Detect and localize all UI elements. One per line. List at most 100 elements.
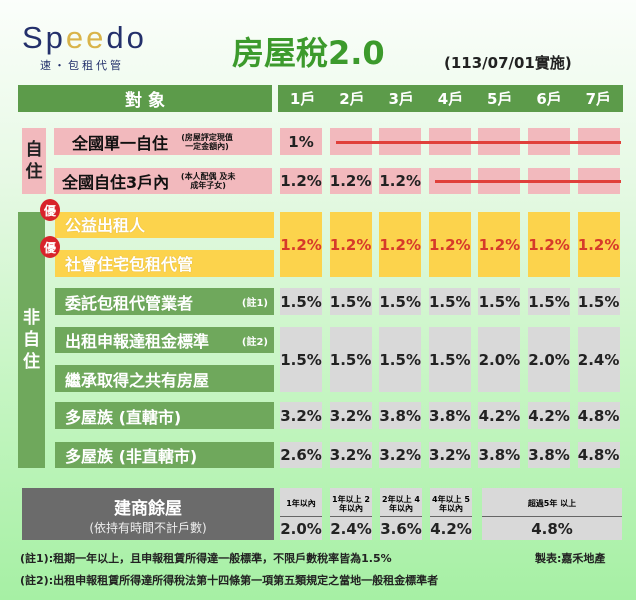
builder-title: 建商餘屋 (114, 499, 182, 519)
period-rate: 3.6% (380, 520, 422, 538)
rate-cell: 1.2% (280, 168, 322, 194)
row-note: (房屋評定現值 一定金額內) (181, 132, 233, 151)
rate-cell: 1.5% (280, 327, 322, 392)
builder-period-cell: 4年以上 5年以內 4.2% (430, 488, 472, 540)
builder-label: 建商餘屋 (依持有時間不計戶數) (22, 488, 274, 540)
period-header: 4年以上 5年以內 (430, 491, 472, 517)
builder-period-cell: 1年以內 2.0% (280, 488, 322, 540)
rate-cell: 3.2% (379, 442, 422, 468)
rate-cell: 1.2% (528, 212, 570, 277)
row-label: 多屋族 (非直轄市) (55, 442, 274, 468)
period-rate: 2.4% (330, 520, 372, 538)
logo: Speedo (22, 20, 147, 56)
row-label-text: 全國單一自住 (72, 133, 169, 153)
rate-cell: 3.8% (428, 402, 471, 429)
rate-cell: 3.8% (478, 442, 521, 468)
rate-cell: 4.8% (577, 402, 620, 429)
rate-cell: 1% (280, 128, 322, 155)
rate-cell: 1.5% (428, 288, 471, 315)
rate-cell: 1.5% (577, 288, 620, 315)
rate-cell: 1.2% (280, 212, 322, 277)
logo-text: e (86, 20, 107, 55)
not-applicable-line (434, 180, 621, 183)
preferred-badge: 優 (40, 199, 60, 221)
row-label-text: 全國自住3戶內 (62, 173, 170, 192)
period-header: 2年以上 4年以內 (380, 491, 422, 517)
logo-tagline: 速・包租代管 (40, 59, 124, 72)
note-2: (註2):出租申報租賃所得達所得稅法第十四條第一項第五類規定之當地一般租金標準者 (20, 574, 439, 587)
row-label-text: 出租申報達租金標準 (65, 332, 210, 351)
note-1: (註1):租期一年以上，且申報租賃所得達一般標準，不限戶數稅率皆為1.5% (20, 552, 392, 565)
row-label: 全國自住3戶內 (本人配偶 及未成年子女) (54, 168, 272, 194)
row-label-inherited: 繼承取得之共有房屋 (55, 365, 274, 392)
rate-cell: 1.2% (577, 212, 620, 277)
rate-cell: 4.2% (528, 402, 570, 429)
row-label-text: 委託包租代管業者 (65, 293, 194, 313)
rate-cell: 1.2% (379, 168, 422, 194)
unit-header: 6戶 (536, 90, 562, 108)
unit-header: 1戶 (289, 90, 316, 108)
credit: 製表:嘉禾地產 (535, 552, 606, 565)
unit-header: 4戶 (437, 90, 464, 108)
rate-cell: 4.2% (478, 402, 521, 429)
rate-cell: 1.5% (329, 327, 372, 392)
group-non-self-use-label: 非自住 (23, 308, 40, 372)
unit-header: 2戶 (339, 90, 365, 108)
rate-cell: 1.5% (428, 327, 471, 392)
period-rate: 4.8% (531, 520, 573, 538)
row-label-text: 多屋族 (直轄市) (65, 407, 182, 427)
row-note: (本人配偶 及未成年子女) (180, 172, 236, 190)
group-non-self-use: 非自住 (18, 212, 45, 468)
rate-cell: 1.2% (379, 212, 422, 277)
rate-cell: 1.2% (428, 212, 471, 277)
rate-cell: 3.8% (528, 442, 570, 468)
rate-cell: 2.0% (478, 327, 521, 392)
rate-cell: 1.5% (379, 327, 422, 392)
builder-period-cell: 2年以上 4年以內 3.6% (380, 488, 422, 540)
label-public-landlord: 公益出租人 (55, 212, 274, 238)
unit-header: 7戶 (585, 90, 612, 108)
effective-date: (113/07/01實施) (444, 54, 572, 72)
row-label: 多屋族 (直轄市) (55, 402, 274, 429)
rate-cell: 1.5% (280, 288, 322, 315)
row-label: 全國單一自住 (房屋評定現值 一定金額內) (54, 128, 272, 155)
header-subject: 對 象 (18, 85, 272, 112)
builder-period-cell: 超過5年 以上 4.8% (482, 488, 622, 540)
rate-cell: 3.8% (379, 402, 422, 429)
rate-cell: 2.6% (280, 442, 322, 468)
rate-cell: 4.8% (577, 442, 620, 468)
row-note: (註2) (241, 336, 268, 348)
rate-cell: 3.2% (280, 402, 322, 429)
period-header: 超過5年 以上 (482, 491, 622, 517)
rate-cell: 3.2% (329, 442, 372, 468)
rate-cell: 3.2% (428, 442, 471, 468)
page-title: 房屋稅2.0 (232, 34, 385, 72)
unit-header: 5戶 (487, 90, 513, 108)
rate-cell: 1.2% (329, 212, 372, 277)
rate-cell: 3.2% (329, 402, 372, 429)
rate-cell: 1.5% (478, 288, 521, 315)
rate-cell: 1.2% (478, 212, 521, 277)
row-label: 出租申報達租金標準 (註2) (55, 327, 274, 353)
builder-subtitle: (依持有時間不計戶數) (89, 521, 207, 535)
group-self-use: 自住 (22, 128, 46, 194)
logo-text: Sp (22, 20, 66, 55)
rate-cell: 1.2% (329, 168, 372, 194)
row-note: (註1) (241, 298, 268, 309)
rate-cell: 2.0% (528, 327, 570, 392)
builder-period-cell: 1年以上 2年以內 2.4% (330, 488, 372, 540)
row-label: 委託包租代管業者 (註1) (55, 288, 274, 315)
logo-text: do (106, 20, 147, 55)
rate-cell: 2.4% (577, 327, 620, 392)
label-social-housing: 社會住宅包租代管 (55, 250, 274, 277)
logo-text: e (65, 20, 87, 55)
rate-cell: 1.5% (528, 288, 570, 315)
header-units: 1戶 2戶 3戶 4戶 5戶 6戶 7戶 (278, 85, 623, 112)
preferred-badge: 優 (40, 236, 60, 258)
period-header: 1年以內 (280, 491, 322, 517)
rate-cell: 1.5% (329, 288, 372, 315)
not-applicable-line (335, 140, 621, 144)
unit-header: 3戶 (388, 90, 414, 108)
period-rate: 2.0% (280, 520, 322, 538)
period-header: 1年以上 2年以內 (330, 491, 372, 517)
